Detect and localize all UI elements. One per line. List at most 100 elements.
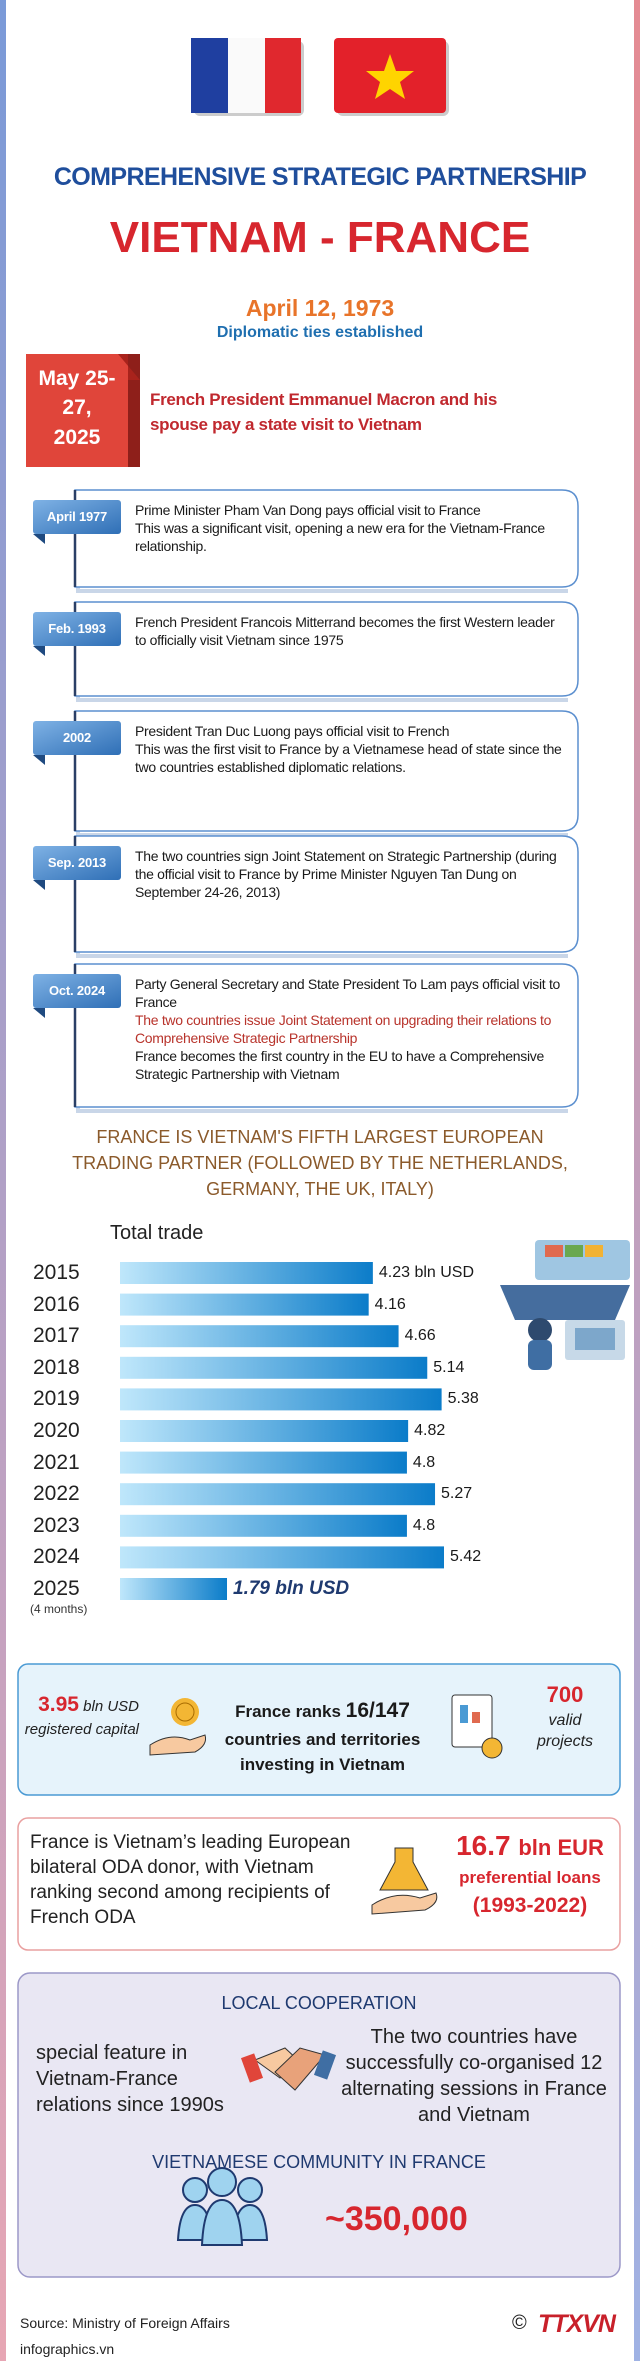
timeline-paragraph: Prime Minister Pham Van Dong pays offici… xyxy=(135,502,481,518)
oda-amount: 16.7 xyxy=(456,1830,511,1861)
capital-unit: bln USD xyxy=(83,1698,139,1715)
highlight-text: French President Emmanuel Macron and his… xyxy=(150,390,497,434)
projects-label: valid projects xyxy=(536,1711,594,1751)
timeline-paragraph: France becomes the first country in the … xyxy=(135,1047,544,1082)
document-icon xyxy=(451,1694,503,1759)
timeline-date: Feb. 1993 xyxy=(48,621,106,636)
value-label: 5.42 xyxy=(450,1548,482,1566)
oda-box xyxy=(17,1817,621,1951)
oda-label: preferential loans xyxy=(459,1868,601,1887)
established-date: April 12, 1973 xyxy=(245,295,395,321)
bar xyxy=(120,1388,442,1411)
copyright: © xyxy=(512,2312,527,2334)
local-box xyxy=(17,1972,621,2278)
timeline-date: 2002 xyxy=(62,730,92,745)
value-label: 5.38 xyxy=(447,1390,479,1408)
y-tick-label: 2021 xyxy=(33,1450,80,1474)
timeline-tag xyxy=(33,721,121,755)
oda-amount-line: 16.7 bln EUR xyxy=(440,1830,620,1862)
value-label: 1.79 bln USD xyxy=(233,1578,350,1599)
timeline-tag xyxy=(33,846,121,880)
right-edge xyxy=(634,0,640,2361)
local-right: The two countries have successfully co-o… xyxy=(341,2026,607,2126)
chart-title: Total trade xyxy=(110,1222,204,1244)
timeline-tag-fold xyxy=(33,880,45,890)
timeline-body: The two countries sign Joint Statement o… xyxy=(135,848,567,902)
rank-suffix: countries and territories investing in V… xyxy=(224,1729,421,1775)
timeline-body: French President Francois Mitterrand bec… xyxy=(135,614,567,650)
timeline-paragraph: This was the first visit to France by a … xyxy=(135,740,562,775)
subtitle: VIETNAM - FRANCE xyxy=(109,213,531,262)
y-tick-label: 2016 xyxy=(33,1292,80,1316)
timeline-paragraph: The two countries issue Joint Statement … xyxy=(135,1011,552,1046)
value-label: 4.82 xyxy=(414,1422,446,1439)
timeline-tag xyxy=(33,974,121,1008)
y-tick-label: 2023 xyxy=(33,1513,80,1537)
bar xyxy=(120,1420,409,1442)
y-tick-label: 2022 xyxy=(33,1482,80,1506)
rank: France ranks 16/147 countries and territ… xyxy=(205,1695,440,1778)
site: infographics.vn xyxy=(20,2341,115,2357)
bar xyxy=(120,1578,228,1600)
timeline-box xyxy=(74,489,579,588)
y-tick-label: 2020 xyxy=(33,1419,80,1442)
community-value: ~350,000 xyxy=(325,2200,468,2238)
timeline-date: Oct. 2024 xyxy=(48,983,105,998)
timeline-tag xyxy=(33,500,121,534)
value-label: 4.23 bln USD xyxy=(378,1264,475,1281)
projects-count: 700 xyxy=(546,1682,584,1707)
y-tick-label: 2018 xyxy=(33,1355,80,1379)
bar xyxy=(120,1262,373,1284)
timeline-paragraph: The two countries sign Joint Statement o… xyxy=(135,848,557,900)
timeline-body: President Tran Duc Luong pays official v… xyxy=(135,723,567,777)
timeline-tag-fold xyxy=(33,755,45,765)
timeline-date: April 1977 xyxy=(46,509,108,524)
timeline-paragraph: This was a significant visit, opening a … xyxy=(135,519,545,554)
y-tick-label: 2017 xyxy=(33,1324,80,1348)
vietnam-flag xyxy=(334,38,449,116)
oda-icon xyxy=(371,1847,438,1915)
value-label: 4.8 xyxy=(412,1516,436,1534)
y-tick-label: 2025 xyxy=(33,1577,80,1600)
bar xyxy=(120,1451,407,1474)
trade-heading: FRANCE IS VIETNAM'S FIFTH LARGEST EUROPE… xyxy=(72,1127,568,1200)
value-label: 4.16 xyxy=(374,1295,406,1313)
timeline-paragraph: French President Francois Mitterrand bec… xyxy=(135,614,555,648)
local-left: special feature in Vietnam-France relati… xyxy=(36,2042,224,2116)
highlight-box xyxy=(26,354,140,467)
projects: 700 valid projects xyxy=(520,1680,610,1753)
capital-label: registered capital xyxy=(24,1721,139,1739)
people-icon xyxy=(176,2167,269,2246)
left-edge xyxy=(0,0,6,2361)
source: Source: Ministry of Foreign Affairs xyxy=(20,2315,230,2331)
bar xyxy=(120,1483,436,1506)
timeline-body: Prime Minister Pham Van Dong pays offici… xyxy=(135,502,567,556)
bar xyxy=(120,1514,407,1537)
timeline-paragraph: President Tran Duc Luong pays official v… xyxy=(135,723,450,739)
y-tick-label: 2024 xyxy=(33,1545,80,1569)
y-tick-label: 2019 xyxy=(33,1387,80,1411)
capital: 3.95 bln USD registered capital xyxy=(24,1690,139,1740)
established-note: Diplomatic ties established xyxy=(216,324,424,341)
oda-text: France is Vietnam’s leading European bil… xyxy=(30,1832,351,1929)
timeline-box xyxy=(74,963,579,1108)
y-tick-label: 2015 xyxy=(33,1261,80,1284)
value-label: 4.66 xyxy=(404,1327,436,1345)
rank-value: 16/147 xyxy=(345,1699,410,1722)
timeline-date: Sep. 2013 xyxy=(47,855,107,870)
timeline-paragraph: Party General Secretary and State Presid… xyxy=(135,976,561,1010)
coin-icon xyxy=(149,1698,206,1756)
community-title: VIETNAMESE COMMUNITY IN FRANCE xyxy=(152,2152,486,2172)
oda-amount-block: 16.7 bln EUR preferential loans (1993-20… xyxy=(440,1830,620,1918)
rank-prefix: France ranks xyxy=(235,1702,341,1721)
bar xyxy=(120,1293,369,1316)
highlight-date: May 25-27, 2025 xyxy=(38,367,116,449)
timeline-box xyxy=(74,710,579,832)
timeline-body: Party General Secretary and State Presid… xyxy=(135,976,567,1083)
handshake-icon xyxy=(240,2047,337,2091)
value-label: 5.14 xyxy=(433,1358,465,1376)
oda-unit: bln EUR xyxy=(518,1835,604,1860)
timeline-tag-fold xyxy=(33,534,45,544)
bar xyxy=(120,1356,428,1379)
timeline-tag xyxy=(33,612,121,646)
